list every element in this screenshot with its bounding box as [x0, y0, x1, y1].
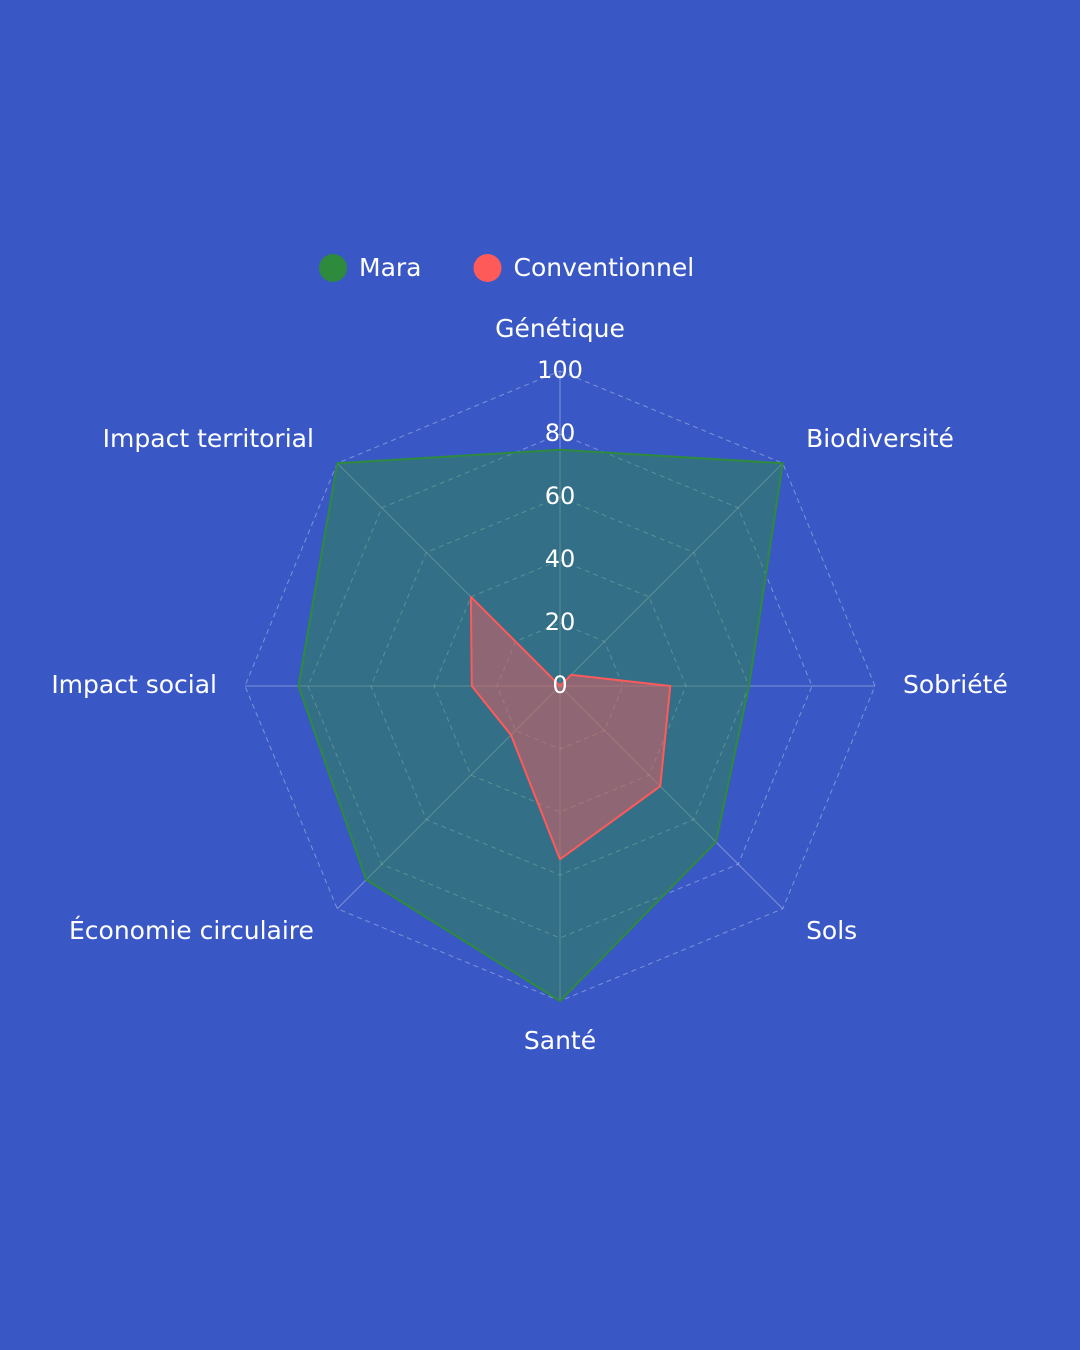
- tick-label: 20: [545, 608, 576, 636]
- tick-label: 100: [537, 356, 583, 384]
- axis-label: Économie circulaire: [69, 916, 314, 945]
- axis-label: Sobriété: [903, 670, 1008, 699]
- axis-label: Biodiversité: [806, 424, 954, 453]
- legend-text: Conventionnel: [514, 253, 695, 282]
- axis-spoke: [559, 462, 784, 687]
- axis-label: Impact territorial: [103, 424, 314, 453]
- legend-marker: [473, 254, 502, 282]
- legend-text: Mara: [359, 253, 422, 282]
- radar-area: [469, 595, 672, 861]
- grid-ring: [370, 496, 750, 876]
- tick-label: 40: [545, 545, 576, 573]
- tick-label: 0: [552, 671, 567, 699]
- radar-area: [297, 448, 784, 1002]
- axis-label: Sols: [806, 916, 857, 945]
- axis-spoke: [336, 685, 561, 910]
- legend-marker: [319, 254, 347, 282]
- axis-label: Santé: [524, 1026, 596, 1055]
- axis-label: Impact social: [51, 670, 217, 699]
- axis-label: Génétique: [495, 314, 625, 343]
- axis-spoke: [559, 685, 784, 910]
- grid-ring: [496, 622, 624, 750]
- tick-label: 80: [545, 419, 576, 447]
- tick-label: 60: [545, 482, 576, 510]
- grid-ring: [433, 559, 687, 813]
